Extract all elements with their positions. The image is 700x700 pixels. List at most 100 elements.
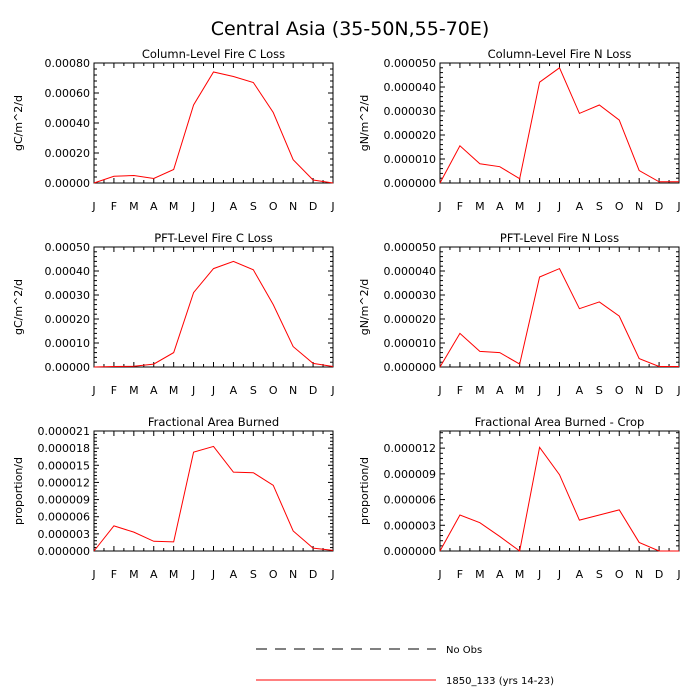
x-tick-label: M [475,200,485,213]
figure-title: Central Asia (35-50N,55-70E) [211,18,490,40]
x-tick-label: J [537,568,541,581]
y-tick-label: 0.000006 [38,511,91,524]
y-tick-label: 0.000003 [384,519,437,532]
x-tick-label: J [537,384,541,397]
x-tick-label: O [269,568,278,581]
series-line [439,446,679,552]
x-tick-label: J [537,200,541,213]
y-tick-label: 0.00040 [45,117,91,130]
panel-title: PFT-Level Fire C Loss [154,231,273,245]
x-tick-label: M [129,200,139,213]
y-tick-label: 0.000050 [384,241,437,254]
x-tick-label: M [169,200,179,213]
plot-frame [439,430,680,552]
plot-frame [439,246,680,368]
series-line [439,267,679,368]
y-tick-label: 0.000000 [38,545,91,558]
x-tick-label: O [269,384,278,397]
x-tick-label: J [437,384,441,397]
x-tick-label: O [615,384,624,397]
x-tick-label: N [289,568,297,581]
x-tick-label: S [250,384,257,397]
y-tick-label: 0.000020 [384,313,437,326]
x-tick-label: A [496,384,504,397]
x-tick-label: S [596,384,603,397]
x-tick-label: J [557,384,561,397]
y-tick-label: 0.000009 [38,494,91,507]
y-tick-label: 0.000010 [384,153,437,166]
panel-title: Fractional Area Burned - Crop [475,415,645,429]
x-tick-label: A [230,384,238,397]
x-tick-label: O [269,200,278,213]
x-tick-label: O [615,568,624,581]
x-tick-label: D [309,384,317,397]
x-tick-label: M [475,384,485,397]
x-tick-label: A [150,200,158,213]
y-tick-label: 0.000003 [38,528,91,541]
x-tick-label: F [111,568,117,581]
x-tick-label: J [91,200,95,213]
x-tick-label: M [475,568,485,581]
y-axis-label: proportion/d [12,457,25,525]
x-tick-label: D [309,200,317,213]
y-tick-label: 0.00020 [45,313,91,326]
x-tick-label: M [129,568,139,581]
x-tick-label: S [596,200,603,213]
x-tick-label: J [330,568,334,581]
y-tick-label: 0.000030 [384,105,437,118]
x-tick-label: F [111,200,117,213]
y-tick-label: 0.000030 [384,289,437,302]
y-tick-label: 0.000012 [384,442,437,455]
x-tick-label: A [496,200,504,213]
y-axis-label: gC/m^2/d [12,95,25,151]
x-tick-label: D [655,200,663,213]
y-tick-label: 0.00030 [45,289,91,302]
y-tick-label: 0.000040 [384,265,437,278]
y-tick-label: 0.00040 [45,265,91,278]
y-axis-label: gC/m^2/d [12,279,25,335]
x-tick-label: M [169,384,179,397]
legend-label-no-obs: No Obs [446,645,482,656]
panel-title: Column-Level Fire C Loss [142,47,285,61]
legend: No Obs 1850_133 (yrs 14-23) [256,645,554,687]
x-tick-label: A [150,568,158,581]
x-tick-label: J [557,568,561,581]
x-tick-label: M [515,200,525,213]
x-tick-label: F [111,384,117,397]
y-tick-label: 0.00060 [45,87,91,100]
x-tick-label: F [457,568,463,581]
y-tick-label: 0.000015 [38,459,91,472]
y-tick-label: 0.00080 [45,57,91,70]
y-axis-label: proportion/d [358,457,371,525]
x-tick-label: J [211,568,215,581]
x-tick-label: A [576,384,584,397]
y-tick-label: 0.000012 [38,476,91,489]
x-tick-label: M [515,384,525,397]
x-tick-label: A [496,568,504,581]
y-tick-label: 0.000020 [384,129,437,142]
plot-frame [93,430,334,552]
x-tick-label: J [211,200,215,213]
y-tick-label: 0.00000 [45,361,91,374]
x-tick-label: J [437,200,441,213]
x-tick-label: S [596,568,603,581]
panel-title: Column-Level Fire N Loss [488,47,632,61]
x-tick-label: F [457,384,463,397]
x-tick-label: J [330,384,334,397]
legend-label-model: 1850_133 (yrs 14-23) [446,676,554,687]
y-tick-label: 0.00000 [45,177,91,190]
x-tick-label: S [250,568,257,581]
x-tick-label: J [557,200,561,213]
x-tick-label: J [676,384,680,397]
x-tick-label: J [91,384,95,397]
plot-frame [93,62,334,184]
x-tick-label: M [129,384,139,397]
x-tick-label: J [191,568,195,581]
x-tick-label: S [250,200,257,213]
x-tick-label: M [169,568,179,581]
x-tick-label: J [676,568,680,581]
y-tick-label: 0.00020 [45,147,91,160]
